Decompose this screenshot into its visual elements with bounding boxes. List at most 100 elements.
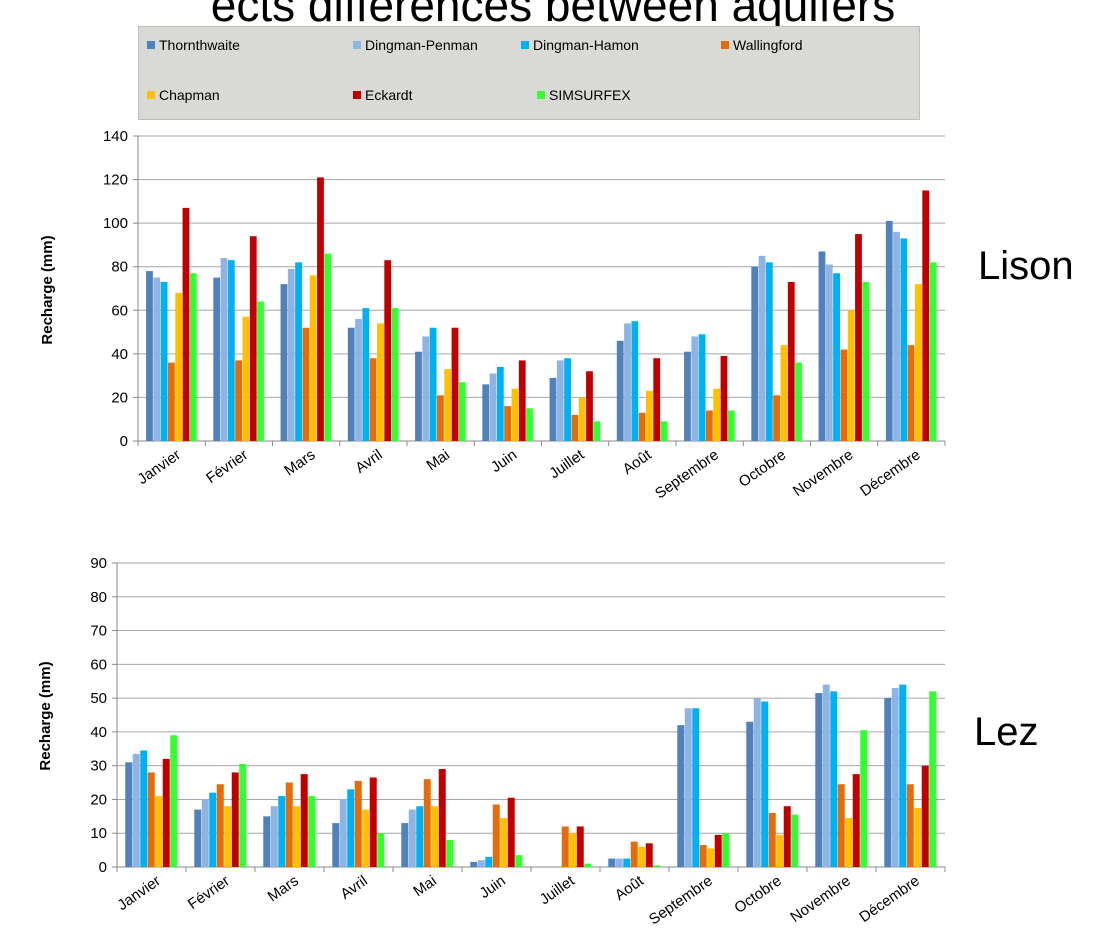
bar: [287, 268, 295, 441]
bar: [285, 782, 293, 867]
bar: [699, 845, 707, 867]
bar: [855, 234, 862, 441]
bar: [302, 327, 310, 441]
bar: [408, 809, 416, 867]
bar: [147, 772, 155, 867]
bar: [660, 421, 668, 441]
bar: [175, 292, 183, 441]
bar: [194, 809, 202, 867]
bar: [906, 784, 914, 867]
bar: [691, 336, 699, 441]
bar: [317, 177, 324, 441]
legend-swatch: [537, 91, 545, 99]
bar: [631, 321, 639, 441]
y-tick-label: 30: [90, 758, 107, 775]
y-tick-label: 40: [111, 346, 128, 363]
bar: [564, 358, 571, 441]
bar: [893, 231, 900, 441]
bar: [884, 698, 892, 867]
bar: [436, 395, 444, 441]
bar: [384, 260, 392, 441]
legend-label: Eckardt: [365, 87, 413, 103]
bar: [922, 190, 930, 441]
y-tick-label: 0: [99, 859, 107, 876]
bar: [891, 687, 899, 867]
legend-swatch: [353, 91, 361, 99]
bar: [496, 366, 504, 441]
bar: [227, 260, 235, 441]
bar: [224, 806, 232, 867]
bar: [698, 334, 706, 441]
legend-swatch: [521, 41, 529, 49]
bar: [840, 349, 848, 441]
bar: [615, 858, 623, 867]
x-tick-label: Août: [620, 446, 656, 478]
bar: [458, 382, 466, 441]
bar: [561, 826, 569, 867]
bar: [684, 351, 691, 441]
y-tick-label: 80: [90, 589, 107, 606]
x-tick-label: Décembre: [857, 446, 923, 500]
y-axis-title: Recharge (mm): [39, 235, 56, 344]
bar: [705, 410, 713, 441]
bar: [182, 207, 190, 441]
bar: [377, 323, 384, 441]
y-tick-label: 100: [103, 215, 128, 232]
bar: [377, 833, 385, 867]
bar: [720, 356, 728, 441]
y-tick-label: 0: [120, 433, 128, 450]
bar: [722, 833, 730, 867]
x-tick-label: Mai: [423, 446, 453, 474]
legend-swatch: [147, 91, 155, 99]
bar: [489, 373, 497, 441]
legend: Thornthwaite Dingman-Penman Dingman-Hamo…: [138, 26, 920, 120]
bar: [201, 799, 209, 867]
y-tick-label: 70: [90, 623, 107, 640]
bar: [653, 865, 661, 867]
x-tick-label: Mai: [410, 872, 440, 900]
bar: [140, 750, 148, 867]
x-tick-label: Septembre: [652, 446, 722, 502]
bar: [765, 262, 773, 441]
bar: [429, 327, 437, 441]
legend-item-dingman-hamon: Dingman-Hamon: [521, 37, 639, 53]
bar: [477, 860, 485, 867]
bar: [362, 809, 370, 867]
bar: [608, 858, 616, 867]
x-tick-label: Mars: [281, 446, 318, 479]
legend-item-thornthwaite: Thornthwaite: [147, 37, 240, 53]
bar: [213, 277, 221, 441]
bar: [416, 806, 424, 867]
bar: [293, 806, 301, 867]
bar: [616, 340, 624, 441]
bar: [485, 856, 493, 867]
bar: [362, 308, 370, 441]
bar: [391, 308, 399, 441]
bar: [308, 796, 316, 867]
x-tick-label: Janvier: [135, 446, 184, 488]
bar: [549, 377, 557, 441]
bar: [451, 327, 459, 441]
bar: [862, 281, 870, 441]
bar: [270, 806, 278, 867]
bar: [355, 319, 362, 441]
bar: [446, 839, 454, 867]
bar: [815, 693, 823, 867]
chart-label-lison: Lison: [978, 244, 1074, 288]
y-tick-label: 60: [111, 302, 128, 319]
y-tick-label: 20: [111, 389, 128, 406]
bar: [653, 358, 661, 441]
bar: [929, 691, 937, 867]
y-axis-title: Recharge (mm): [37, 661, 54, 770]
legend-label: Wallingford: [733, 37, 803, 53]
bar: [235, 360, 243, 441]
bar: [155, 796, 163, 867]
x-tick-label: Février: [185, 872, 233, 913]
x-tick-label: Mars: [265, 872, 302, 905]
bar: [132, 753, 140, 867]
x-tick-label: Juillet: [537, 872, 579, 908]
bar: [852, 774, 860, 867]
bar: [369, 358, 377, 441]
y-tick-label: 140: [103, 128, 128, 145]
bar: [915, 284, 922, 441]
